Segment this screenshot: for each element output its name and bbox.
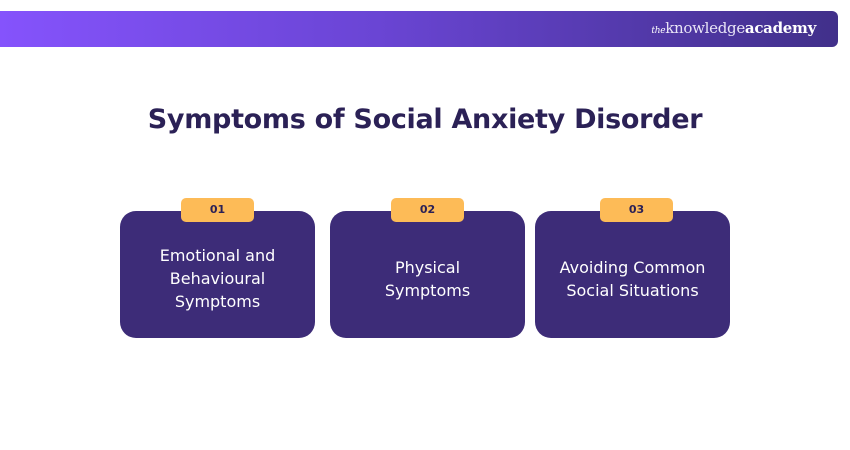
logo-knowledge: knowledge	[665, 19, 745, 37]
number-badge-1: 01	[181, 198, 254, 222]
symptom-card-3: Avoiding Common Social Situations	[535, 211, 730, 338]
symptom-card-2: Physical Symptoms	[330, 211, 525, 338]
card-label: Physical Symptoms	[384, 257, 471, 300]
logo-academy: academy	[744, 19, 816, 37]
page-title: Symptoms of Social Anxiety Disorder	[147, 104, 703, 135]
number-badge-2: 02	[391, 198, 464, 222]
symptom-card-1: Emotional and Behavioural Symptoms	[120, 211, 315, 338]
number-badge-3: 03	[600, 198, 673, 222]
card-label: Emotional and Behavioural Symptoms	[159, 246, 276, 311]
header-banner: theknowledgeacademy	[0, 11, 838, 47]
knowledge-academy-logo: theknowledgeacademy	[651, 19, 816, 37]
logo-the: the	[651, 26, 666, 36]
card-label: Avoiding Common Social Situations	[559, 257, 706, 300]
